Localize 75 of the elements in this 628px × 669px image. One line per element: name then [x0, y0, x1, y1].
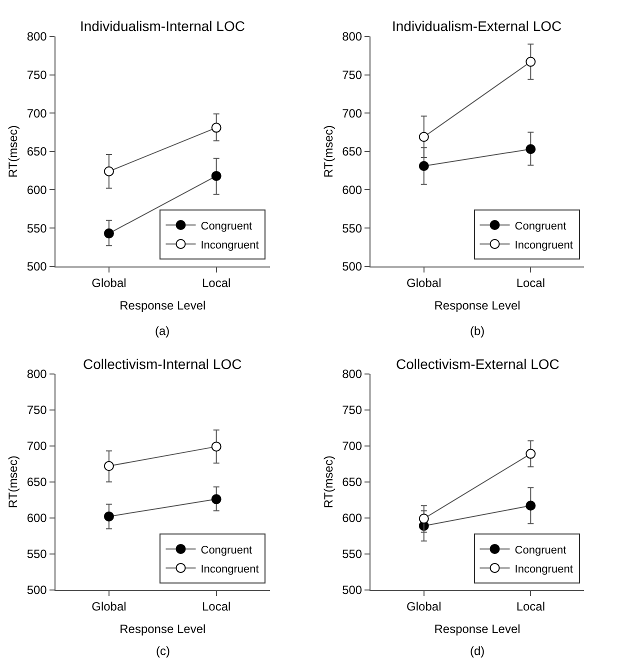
y-tick-label: 700	[26, 439, 48, 454]
y-tick-label: 550	[26, 221, 48, 236]
chart-title: Collectivism-External LOC	[396, 356, 560, 372]
y-tick-label: 550	[342, 547, 362, 562]
text: (d)	[470, 644, 485, 658]
y-tick-label: 500	[342, 260, 362, 274]
y-tick-label: 500	[26, 260, 48, 274]
x-tick-label: Local	[202, 276, 231, 290]
x-axis-title: Response Level	[434, 622, 520, 636]
point	[211, 442, 222, 452]
point	[104, 228, 114, 238]
legend-label: Incongruent	[200, 563, 259, 576]
y-axis-title: RT(msec)	[321, 125, 336, 178]
y-tick-label: 750	[342, 68, 362, 82]
x-tick-label: Local	[516, 276, 546, 290]
legend-label: Incongruent	[514, 563, 573, 576]
text: (c)	[156, 644, 170, 658]
point	[418, 514, 429, 524]
text: (b)	[470, 324, 485, 338]
y-tick-label: 600	[26, 511, 48, 526]
point	[104, 166, 114, 176]
point	[526, 56, 536, 67]
y-axis-title: RT(msec)	[6, 456, 20, 508]
y-tick-label: 650	[26, 475, 48, 490]
y-tick-label: 600	[342, 182, 362, 197]
chart-title: Individualism-External LOC	[392, 18, 562, 34]
x-tick-label: Global	[406, 599, 442, 614]
point	[418, 160, 429, 171]
y-tick-label: 600	[342, 511, 362, 526]
y-tick-label: 750	[26, 403, 48, 418]
point	[526, 144, 536, 154]
point	[418, 132, 429, 142]
y-tick-label: 650	[26, 144, 48, 159]
chart-title: Collectivism-Internal LOC	[83, 356, 242, 372]
legend-label: Congruent	[514, 544, 566, 556]
y-tick-label: 800	[26, 367, 48, 381]
legend-label: Incongruent	[514, 239, 573, 252]
y-tick-label: 550	[342, 221, 362, 236]
y-tick-label: 750	[26, 68, 48, 82]
point	[211, 170, 222, 181]
legend-label: Congruent	[200, 544, 252, 556]
point	[104, 461, 114, 472]
chart-title: Individualism-Internal LOC	[80, 18, 245, 34]
x-tick-label: Global	[406, 276, 442, 290]
point	[211, 122, 222, 133]
y-tick-label: 750	[342, 403, 362, 418]
y-tick-label: 650	[342, 144, 362, 159]
y-axis-title: RT(msec)	[321, 456, 336, 508]
y-tick-label: 600	[26, 182, 48, 197]
y-axis-title: RT(msec)	[6, 125, 20, 178]
point	[211, 494, 222, 504]
y-tick-label: 700	[342, 439, 362, 454]
y-tick-label: 800	[26, 30, 48, 44]
y-tick-label: 500	[26, 583, 48, 598]
x-axis-title: Response Level	[434, 298, 520, 313]
point	[104, 511, 114, 522]
y-tick-label: 650	[342, 475, 362, 490]
x-tick-label: Local	[202, 599, 231, 614]
x-axis-title: Response Level	[120, 622, 206, 636]
legend-label: Incongruent	[200, 239, 259, 252]
y-tick-label: 800	[342, 367, 362, 381]
y-tick-label: 700	[342, 106, 362, 120]
legend-label: Congruent	[514, 220, 566, 232]
x-tick-label: Global	[92, 599, 126, 614]
text: (a)	[155, 324, 170, 338]
legend-label: Congruent	[200, 220, 252, 232]
x-tick-label: Local	[516, 599, 546, 614]
point	[526, 500, 536, 511]
y-tick-label: 550	[26, 547, 48, 562]
x-tick-label: Global	[92, 276, 126, 290]
point	[526, 448, 536, 459]
y-tick-label: 800	[342, 30, 362, 44]
y-tick-label: 500	[342, 583, 362, 598]
y-tick-label: 700	[26, 106, 48, 120]
x-axis-title: Response Level	[120, 298, 206, 313]
